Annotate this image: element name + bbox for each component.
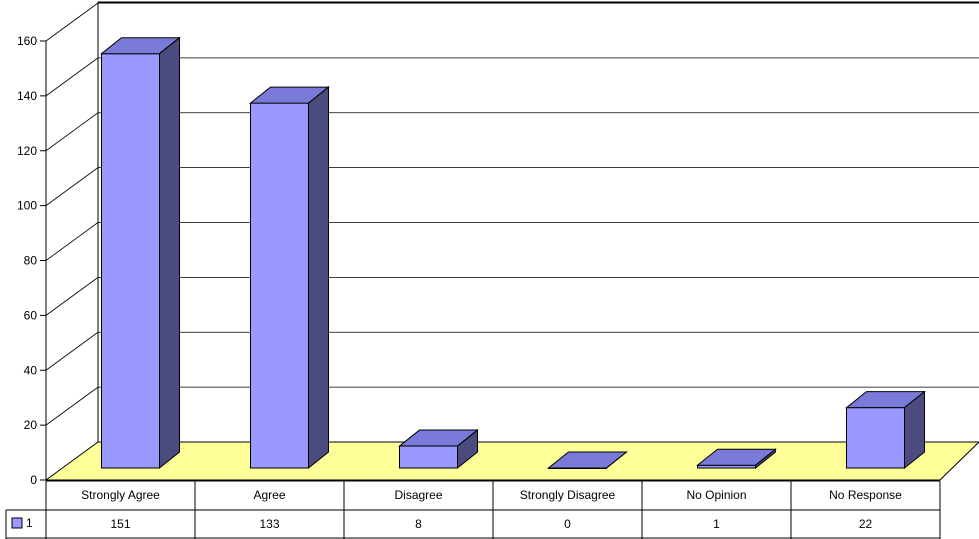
bar bbox=[102, 38, 180, 468]
y-tick-label: 60 bbox=[24, 308, 38, 322]
bar-side bbox=[309, 87, 329, 468]
bar-front bbox=[251, 103, 309, 468]
y-tick-label: 120 bbox=[17, 144, 37, 158]
y-tick-label: 160 bbox=[17, 34, 37, 48]
category-label: Strongly Agree bbox=[81, 488, 160, 502]
category-label: Strongly Disagree bbox=[520, 488, 616, 502]
chart-walls bbox=[98, 2, 979, 442]
gridlines bbox=[46, 3, 979, 425]
gridline-side bbox=[46, 168, 98, 206]
bar bbox=[847, 392, 925, 468]
gridline-side bbox=[46, 332, 98, 370]
gridline-side bbox=[46, 113, 98, 151]
gridline-side bbox=[46, 223, 98, 261]
y-tick-label: 80 bbox=[24, 254, 38, 268]
y-tick-label: 20 bbox=[24, 418, 38, 432]
gridline-side bbox=[46, 3, 98, 41]
category-label: No Opinion bbox=[686, 488, 746, 502]
bar bbox=[251, 87, 329, 468]
chart-floor bbox=[46, 442, 979, 480]
legend-series-name: 1 bbox=[26, 516, 33, 530]
bar-front bbox=[102, 54, 160, 468]
value-label: 0 bbox=[564, 517, 571, 531]
data-table: 1 Strongly Agree 151 Agree 133 Disagree 8 Stron… bbox=[6, 481, 940, 539]
bar-front bbox=[847, 408, 905, 468]
y-axis: 0 20 40 60 80 100 120 140 160 bbox=[17, 34, 46, 487]
floor-plane bbox=[46, 442, 979, 480]
bar-front bbox=[400, 446, 458, 468]
bar-side bbox=[160, 38, 180, 468]
y-tick-label: 140 bbox=[17, 89, 37, 103]
value-label: 22 bbox=[859, 517, 873, 531]
value-label: 133 bbox=[259, 517, 279, 531]
legend-swatch bbox=[12, 518, 22, 528]
gridline-side bbox=[46, 58, 98, 96]
y-tick-label: 100 bbox=[17, 199, 37, 213]
gridline-side bbox=[46, 277, 98, 315]
y-tick-label: 0 bbox=[30, 473, 37, 487]
value-label: 1 bbox=[713, 517, 720, 531]
gridline-side bbox=[46, 387, 98, 425]
category-label: No Response bbox=[829, 488, 902, 502]
value-label: 8 bbox=[415, 517, 422, 531]
category-label: Agree bbox=[253, 488, 285, 502]
y-tick-label: 40 bbox=[24, 363, 38, 377]
bars bbox=[102, 38, 925, 469]
category-label: Disagree bbox=[394, 488, 442, 502]
value-label: 151 bbox=[110, 517, 130, 531]
